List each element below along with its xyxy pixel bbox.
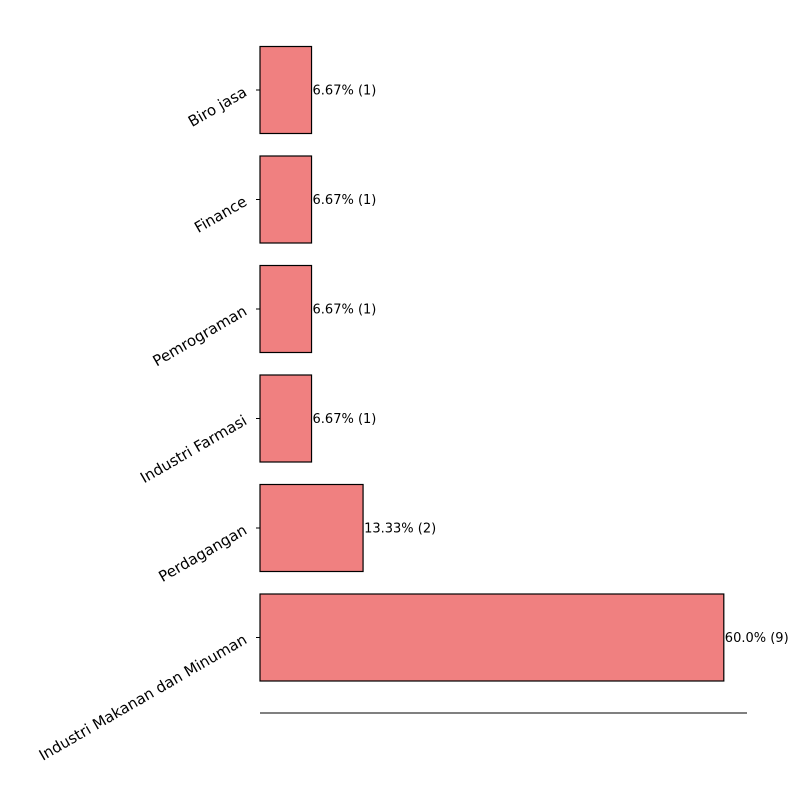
y-tick-label-1: Perdagangan: [155, 521, 250, 586]
bar-2: [259, 374, 313, 463]
data-label-4: 6.67% (1): [313, 193, 377, 208]
y-tick-label-5: Biro jasa: [185, 83, 250, 131]
data-label-3: 6.67% (1): [313, 303, 377, 318]
y-tick-label-0: Industri Makanan dan Minuman: [36, 630, 250, 764]
data-label-2: 6.67% (1): [313, 412, 377, 427]
data-label-1: 13.33% (2): [364, 522, 436, 537]
y-tick-label-4: Finance: [191, 192, 250, 236]
data-label-5: 6.67% (1): [313, 84, 377, 99]
bar-4: [259, 155, 313, 244]
bar-1: [259, 483, 364, 573]
data-label-0: 60.0% (9): [725, 631, 789, 646]
y-tick-label-2: Industri Farmasi: [137, 411, 250, 487]
bars-layer: [259, 45, 725, 682]
bar-3: [259, 264, 313, 354]
ticks-layer: [256, 89, 260, 638]
bar-5: [259, 45, 313, 135]
y-tick-label-3: Pemrograman: [150, 302, 250, 370]
bar-0: [259, 593, 725, 682]
